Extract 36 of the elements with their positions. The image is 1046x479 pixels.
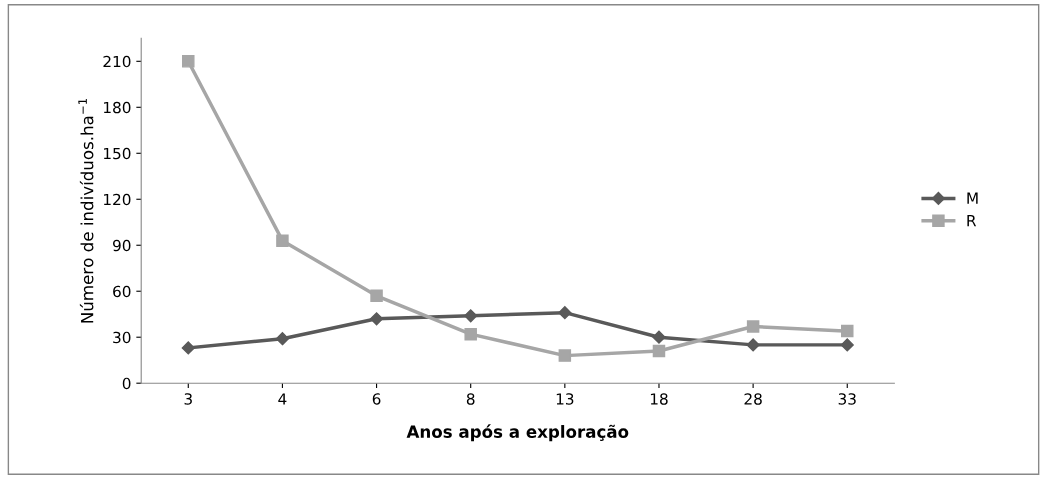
- point: [464, 327, 477, 341]
- x-tick-label: 6: [372, 393, 381, 405]
- x-tick-label: 4: [278, 393, 287, 405]
- point: [275, 332, 290, 346]
- point: [276, 234, 289, 247]
- legend-label: M: [967, 192, 978, 204]
- point: [369, 312, 384, 326]
- point: [558, 349, 572, 362]
- point: [652, 330, 666, 344]
- x-tick-label: 18: [650, 393, 668, 405]
- x-axis-title: Anos após a exploração: [406, 424, 629, 442]
- y-tick-label: 90: [113, 239, 131, 252]
- point: [558, 306, 572, 320]
- x-tick-label: 33: [838, 393, 856, 405]
- y-axis-title: Número de indivíduos.ha$^{−1}$: [78, 98, 94, 323]
- y-tick-label: 120: [104, 193, 131, 206]
- x-tick-label: 28: [744, 393, 762, 405]
- legend-label: R: [967, 215, 977, 227]
- point: [652, 344, 666, 358]
- point: [746, 338, 760, 352]
- y-tick-label: 150: [104, 147, 131, 160]
- x-tick-label: 8: [466, 393, 475, 405]
- y-tick-label: 0: [122, 377, 131, 390]
- y-tick-label: 210: [103, 55, 131, 68]
- y-tick-label: 30: [113, 331, 131, 344]
- point: [182, 55, 195, 68]
- y-tick-label: 60: [113, 285, 131, 298]
- y-tick-label: 180: [104, 101, 131, 114]
- x-tick-label: 13: [556, 393, 574, 405]
- point: [841, 324, 854, 338]
- x-tick-label: 3: [184, 393, 192, 405]
- point: [840, 338, 854, 352]
- point: [746, 320, 760, 333]
- point: [370, 289, 383, 303]
- point: [181, 341, 195, 355]
- point: [464, 309, 478, 323]
